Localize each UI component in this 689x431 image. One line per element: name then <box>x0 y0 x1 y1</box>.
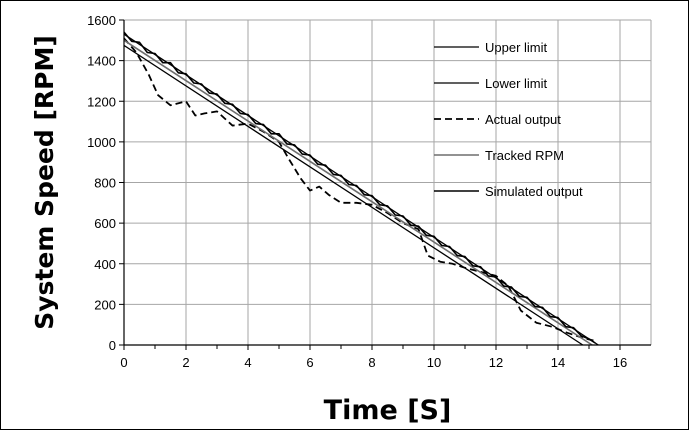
y-tick-label: 1400 <box>87 54 116 69</box>
x-tick-label: 14 <box>551 355 565 370</box>
series-line-simulated-output <box>123 31 596 344</box>
series-line-lower-limit <box>123 44 584 346</box>
axes <box>119 19 651 350</box>
y-tick-label: 1200 <box>87 94 116 109</box>
series-layer <box>123 31 599 346</box>
legend-label: Simulated output <box>485 184 583 199</box>
x-tick-label: 12 <box>489 355 503 370</box>
x-tick-label: 4 <box>244 355 251 370</box>
grid-lines <box>124 19 652 345</box>
y-tick-label: 400 <box>94 257 116 272</box>
x-axis-label: Time [S] <box>324 395 452 426</box>
series-line-tracked-rpm <box>123 39 593 346</box>
x-tick-label: 10 <box>427 355 441 370</box>
y-tick-label: 1600 <box>87 13 116 28</box>
y-tick-label: 1000 <box>87 135 116 150</box>
x-tick-label: 2 <box>182 355 189 370</box>
x-tick-label: 8 <box>368 355 375 370</box>
series-line-actual-output <box>123 37 596 342</box>
tick-labels: 0 200 400 600 800 1000 1200 1400 1600 0 2 4 6 8 10 12 14… <box>87 13 627 370</box>
x-tick-label: 16 <box>613 355 627 370</box>
y-axis-label: System Speed [RPM] <box>30 35 59 330</box>
legend-label: Upper limit <box>485 40 548 55</box>
y-tick-label: 800 <box>94 176 116 191</box>
y-tick-label: 600 <box>94 216 116 231</box>
legend-label: Lower limit <box>485 76 548 91</box>
x-tick-label: 0 <box>120 355 127 370</box>
y-tick-label: 200 <box>94 297 116 312</box>
legend-label: Tracked RPM <box>485 148 564 163</box>
legend: Upper limit Lower limit Actual output Track… <box>434 40 583 199</box>
x-tick-label: 6 <box>306 355 313 370</box>
y-tick-label: 0 <box>109 338 116 353</box>
legend-label: Actual output <box>485 112 561 127</box>
